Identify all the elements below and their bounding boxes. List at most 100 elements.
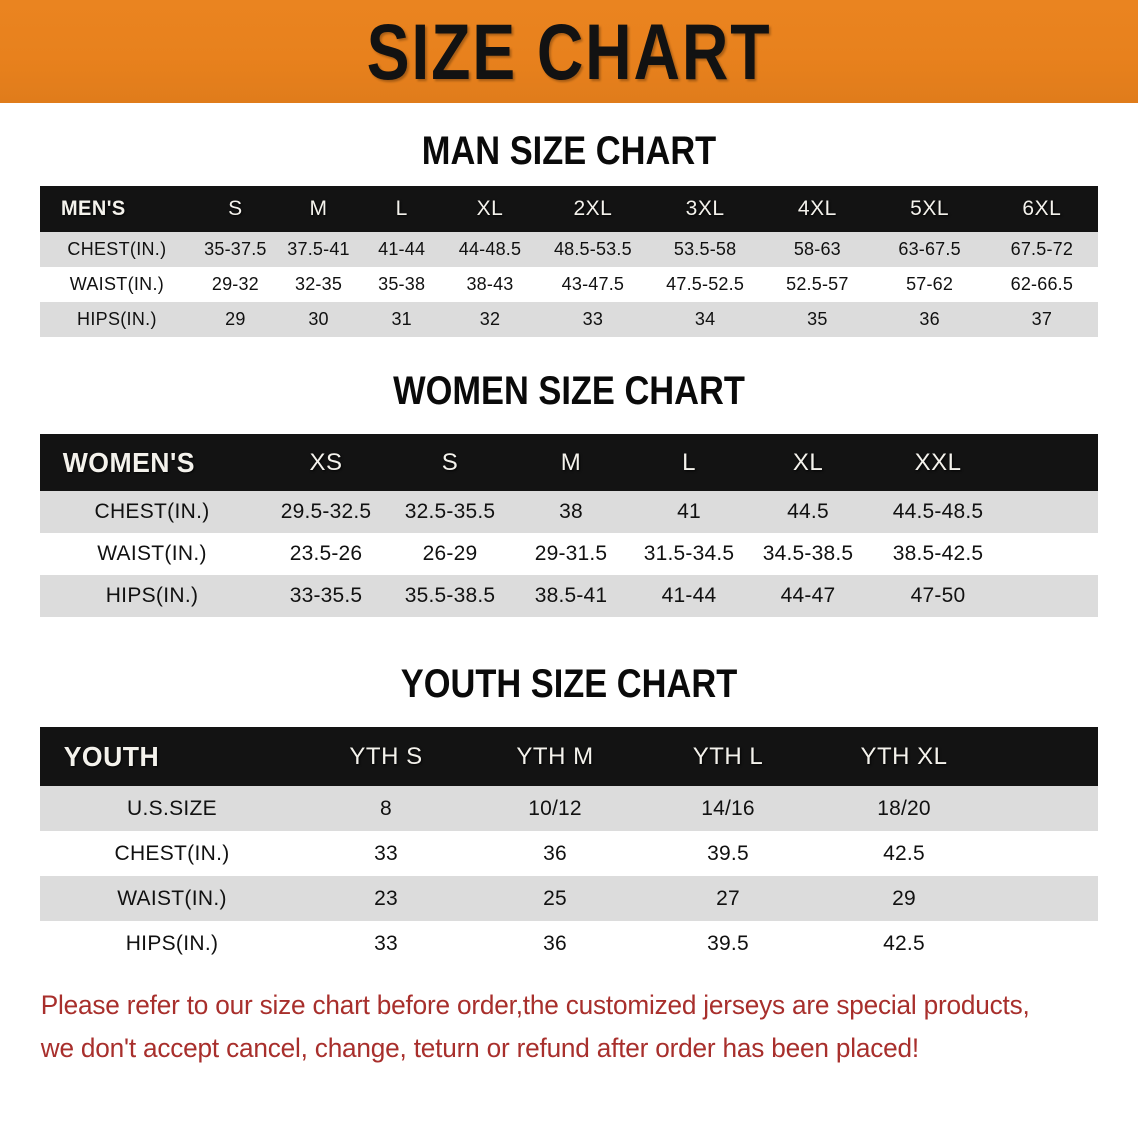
table-row: WAIST(IN.) 29-32 32-35 35-38 38-43 43-47… <box>40 267 1098 302</box>
youth-cell-2-1: 25 <box>543 886 567 910</box>
youth-cell-3-0: 33 <box>374 931 398 955</box>
man-cell-0-0: 35-37.5 <box>204 239 267 259</box>
table-row: CHEST(IN.) 29.5-32.5 32.5-35.5 38 41 44.… <box>40 491 1098 533</box>
women-cell-2-5: 47-50 <box>910 584 966 607</box>
man-cell-1-1: 32-35 <box>295 274 343 294</box>
man-cell-2-1: 30 <box>308 309 329 329</box>
youth-cell-2-2: 27 <box>716 886 740 910</box>
table-row: HIPS(IN.) 33 36 39.5 42.5 <box>40 921 1098 966</box>
man-cell-1-2: 35-38 <box>378 274 426 294</box>
man-cell-1-8: 62-66.5 <box>1010 274 1074 294</box>
man-cell-2-3: 32 <box>479 309 501 329</box>
youth-cell-1-pad <box>994 831 1098 876</box>
women-cell-2-4: 44-47 <box>780 584 836 607</box>
women-table-header: WOMEN'S XS S M L XL XXL <box>40 434 1098 491</box>
man-table-header: MEN'S S M L XL 2XL 3XL 4XL 5XL 6XL <box>40 186 1098 232</box>
man-row-label-0: CHEST(IN.) <box>67 239 167 259</box>
women-cell-1-4: 34.5-38.5 <box>762 542 854 565</box>
youth-cell-1-1: 36 <box>543 841 567 865</box>
youth-cell-0-pad <box>994 786 1098 831</box>
man-col-1: M <box>309 197 328 220</box>
man-cell-0-2: 41-44 <box>378 239 426 259</box>
disclaimer-line-2: we don't accept cancel, change, teturn o… <box>40 1033 919 1064</box>
man-cell-2-5: 34 <box>694 309 716 329</box>
man-col-3: XL <box>476 197 504 220</box>
women-cell-1-2: 29-31.5 <box>534 542 608 565</box>
women-col-5: XXL <box>914 448 962 476</box>
man-size-table: MEN'S S M L XL 2XL 3XL 4XL 5XL 6XL CHEST… <box>40 186 1098 337</box>
women-cell-0-5: 44.5-48.5 <box>892 500 984 523</box>
women-row-label-2: HIPS(IN.) <box>105 584 199 607</box>
youth-cell-1-3: 42.5 <box>883 841 925 865</box>
youth-cell-1-2: 39.5 <box>707 841 749 865</box>
women-cell-1-pad <box>1008 533 1098 575</box>
man-cell-0-4: 48.5-53.5 <box>553 239 632 259</box>
table-header-row: YOUTH YTH S YTH M YTH L YTH XL <box>40 727 1098 786</box>
youth-chart-wrap: YOUTH YTH S YTH M YTH L YTH XL U.S.SIZE … <box>0 727 1138 966</box>
youth-section-title: YOUTH SIZE CHART <box>400 661 738 706</box>
women-cell-0-2: 38 <box>559 500 583 523</box>
spacer-after-women <box>0 617 1138 663</box>
women-cell-0-3: 41 <box>677 500 701 523</box>
women-col-1: S <box>441 448 459 476</box>
youth-col-1: YTH M <box>516 742 594 770</box>
women-cell-2-0: 33-35.5 <box>289 584 363 607</box>
youth-cell-3-2: 39.5 <box>707 931 749 955</box>
man-cell-2-8: 37 <box>1031 309 1053 329</box>
youth-cell-3-1: 36 <box>543 931 567 955</box>
man-cell-2-7: 36 <box>919 309 940 329</box>
youth-cell-0-3: 18/20 <box>877 796 931 820</box>
women-cell-0-1: 32.5-35.5 <box>404 500 496 523</box>
youth-cell-2-3: 29 <box>892 886 916 910</box>
youth-table-header: YOUTH YTH S YTH M YTH L YTH XL <box>40 727 1098 786</box>
man-chart-wrap: MEN'S S M L XL 2XL 3XL 4XL 5XL 6XL CHEST… <box>0 186 1138 337</box>
man-cell-2-6: 35 <box>807 309 828 329</box>
man-row-label-1: WAIST(IN.) <box>69 274 165 294</box>
youth-col-3: YTH XL <box>860 742 948 770</box>
women-cell-1-0: 23.5-26 <box>289 542 363 565</box>
table-row: WAIST(IN.) 23.5-26 26-29 29-31.5 31.5-34… <box>40 533 1098 575</box>
youth-row-label-3: HIPS(IN.) <box>125 931 219 955</box>
youth-cell-2-pad <box>994 876 1098 921</box>
women-cell-0-pad <box>1008 491 1098 533</box>
man-cell-1-4: 43-47.5 <box>561 274 625 294</box>
women-section-title: WOMEN SIZE CHART <box>393 368 745 413</box>
women-cell-2-3: 41-44 <box>661 584 717 607</box>
man-col-6: 4XL <box>797 197 837 220</box>
women-row-label-1: WAIST(IN.) <box>97 542 207 565</box>
women-cell-2-1: 35.5-38.5 <box>404 584 496 607</box>
youth-col-2: YTH L <box>692 742 764 770</box>
spacer-youth <box>0 705 1138 727</box>
man-cell-1-0: 29-32 <box>211 274 259 294</box>
youth-row-label-0: U.S.SIZE <box>127 796 217 820</box>
youth-cell-2-0: 23 <box>374 886 398 910</box>
spacer-women <box>0 412 1138 434</box>
man-cell-0-1: 37.5-41 <box>287 239 350 259</box>
man-col-7: 5XL <box>910 197 950 220</box>
women-cell-2-2: 38.5-41 <box>534 584 608 607</box>
table-row: HIPS(IN.) 29 30 31 32 33 34 35 36 37 <box>40 302 1098 337</box>
table-header-row: MEN'S S M L XL 2XL 3XL 4XL 5XL 6XL <box>40 186 1098 232</box>
man-corner-label: MEN'S <box>60 197 126 220</box>
youth-table-body: U.S.SIZE 8 10/12 14/16 18/20 CHEST(IN.) … <box>40 786 1098 966</box>
women-col-4: XL <box>792 448 824 476</box>
man-section-title: MAN SIZE CHART <box>421 128 717 173</box>
table-header-row: WOMEN'S XS S M L XL XXL <box>40 434 1098 491</box>
youth-row-label-2: WAIST(IN.) <box>117 886 227 910</box>
man-cell-0-3: 44-48.5 <box>458 239 522 259</box>
women-corner-label: WOMEN'S <box>62 446 196 478</box>
youth-col-0: YTH S <box>349 742 423 770</box>
man-cell-1-3: 38-43 <box>466 274 514 294</box>
youth-corner-label: YOUTH <box>63 740 160 772</box>
table-row: WAIST(IN.) 23 25 27 29 <box>40 876 1098 921</box>
youth-cell-1-0: 33 <box>374 841 398 865</box>
youth-cell-0-2: 14/16 <box>701 796 755 820</box>
man-cell-0-8: 67.5-72 <box>1010 239 1074 259</box>
women-col-0: XS <box>309 448 343 476</box>
youth-cell-3-3: 42.5 <box>883 931 925 955</box>
youth-col-pad <box>994 727 1098 786</box>
youth-cell-0-0: 8 <box>380 796 392 820</box>
man-cell-2-0: 29 <box>225 309 246 329</box>
disclaimer-note: Please refer to our size chart before or… <box>0 984 1104 1070</box>
man-cell-2-4: 33 <box>582 309 604 329</box>
